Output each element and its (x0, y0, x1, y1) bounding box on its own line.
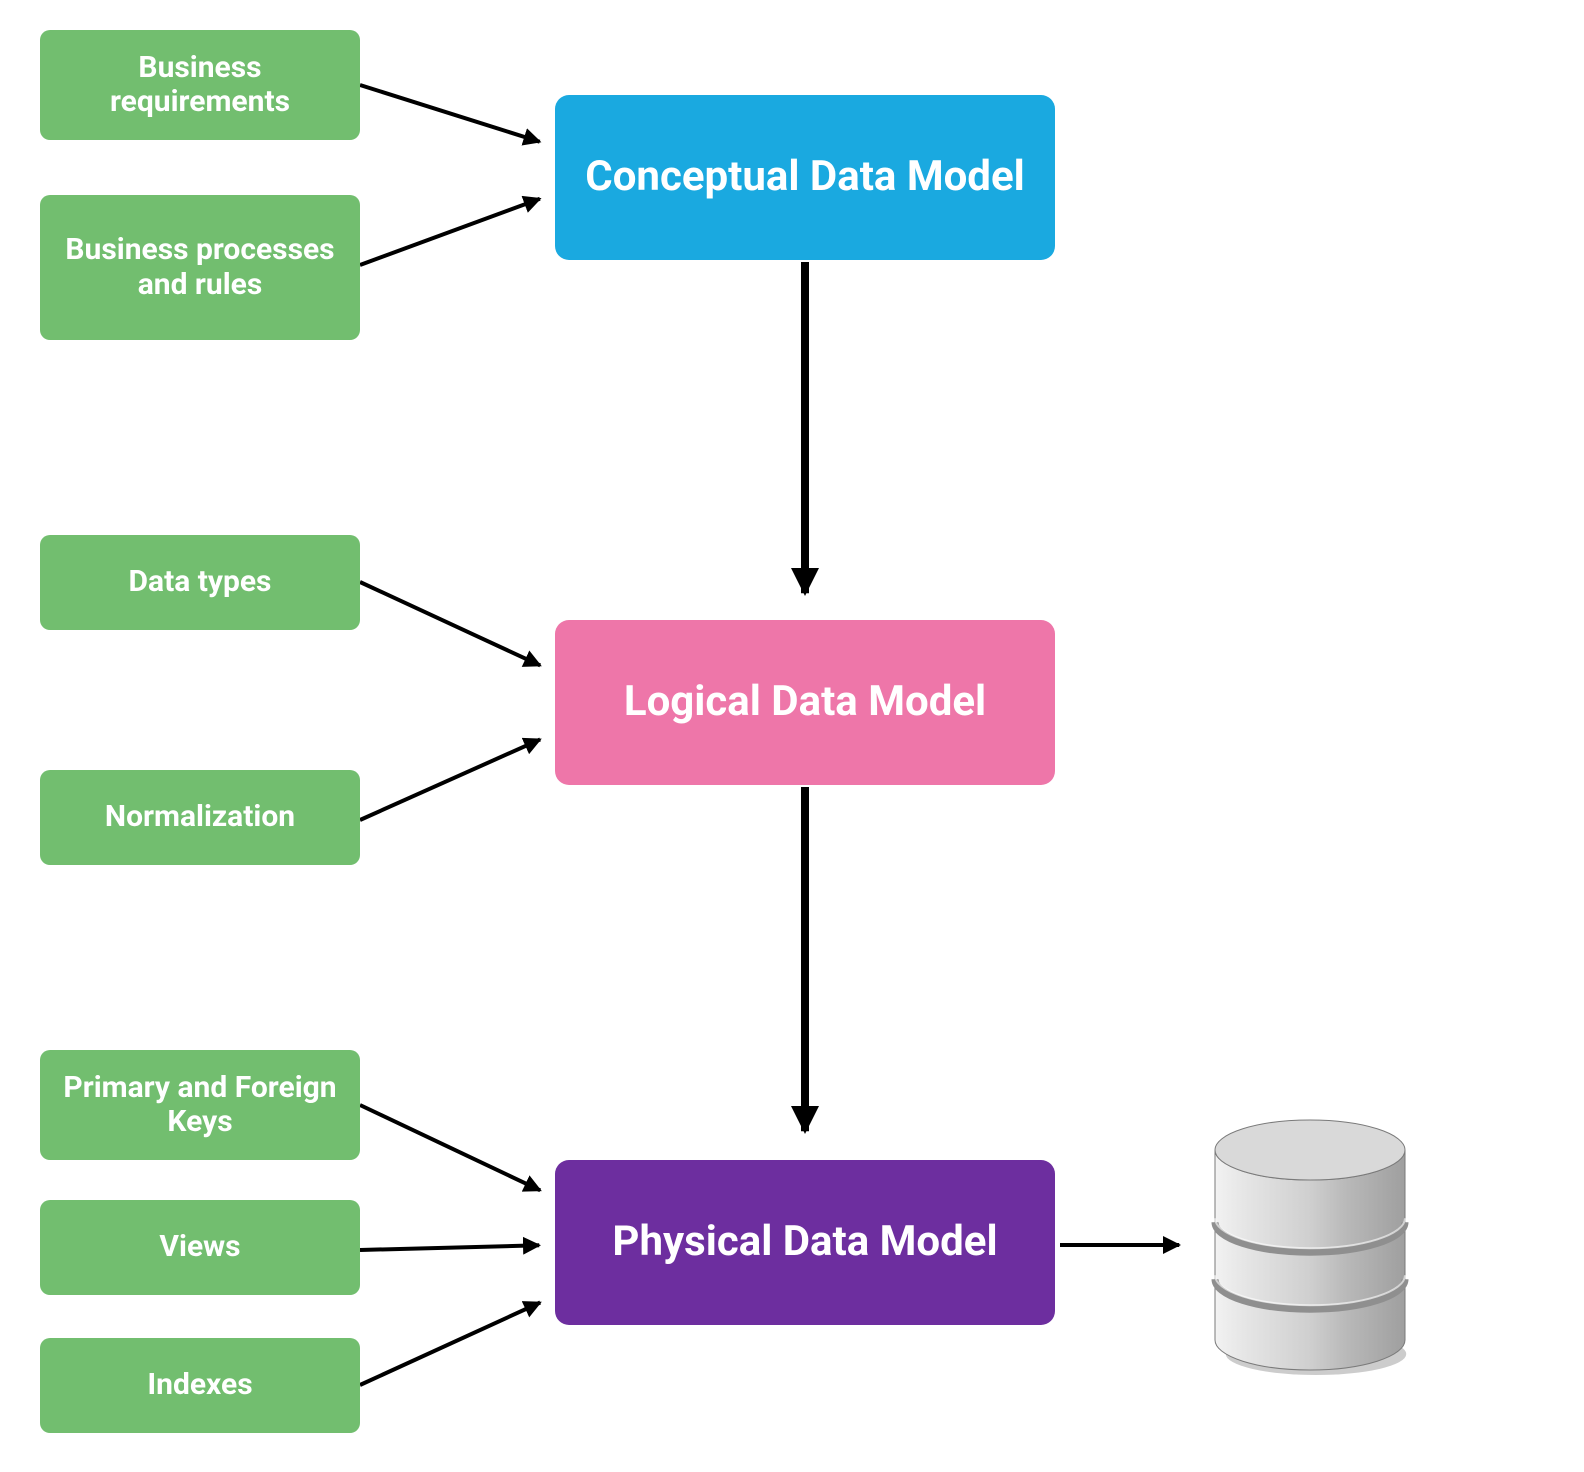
input-normalization: Normalization (40, 770, 360, 865)
input-data-types: Data types (40, 535, 360, 630)
node-label: Business requirements (58, 51, 342, 120)
edge-biz-req-to-conceptual (360, 85, 540, 142)
input-views: Views (40, 1200, 360, 1295)
input-pk-fk: Primary and Foreign Keys (40, 1050, 360, 1160)
edge-pk-fk-to-physical (360, 1105, 540, 1190)
edge-views-to-physical (360, 1245, 539, 1250)
node-label: Normalization (105, 800, 295, 835)
node-label: Logical Data Model (624, 678, 986, 726)
node-label: Primary and Foreign Keys (58, 1071, 342, 1140)
edge-normalization-to-logical (360, 739, 540, 820)
node-label: Physical Data Model (612, 1218, 997, 1266)
input-biz-req: Business requirements (40, 30, 360, 140)
node-label: Conceptual Data Model (585, 153, 1025, 201)
node-label: Views (159, 1230, 240, 1265)
edge-data-types-to-logical (360, 582, 540, 665)
node-label: Indexes (147, 1368, 252, 1403)
stage-conceptual: Conceptual Data Model (555, 95, 1055, 260)
diagram-canvas: Business requirements Business processes … (0, 0, 1584, 1472)
input-biz-proc: Business processes and rules (40, 195, 360, 340)
node-label: Data types (129, 565, 272, 600)
edge-indexes-to-physical (360, 1302, 540, 1385)
input-indexes: Indexes (40, 1338, 360, 1433)
stage-logical: Logical Data Model (555, 620, 1055, 785)
edge-biz-proc-to-conceptual (360, 199, 540, 265)
node-label: Business processes and rules (58, 233, 342, 302)
stage-physical: Physical Data Model (555, 1160, 1055, 1325)
